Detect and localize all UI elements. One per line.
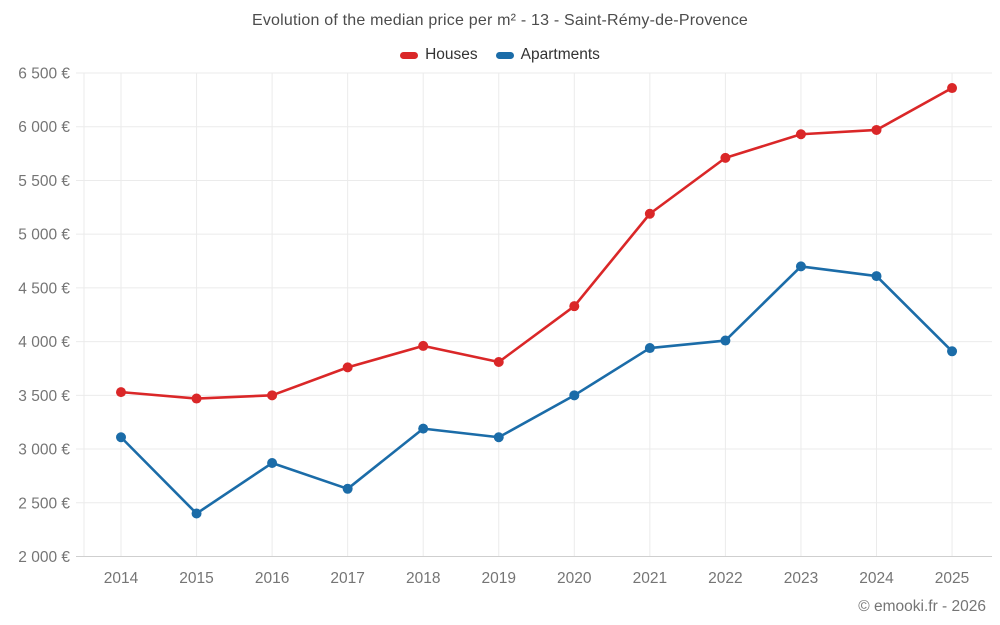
data-point-apartments-2020 — [569, 390, 580, 401]
data-point-apartments-2018 — [418, 423, 429, 434]
y-axis-tick-label: 3 500 € — [18, 388, 70, 405]
x-axis-tick-label: 2022 — [708, 570, 742, 587]
y-axis-tick-label: 4 500 € — [18, 280, 70, 297]
data-point-houses-2014 — [116, 387, 126, 398]
x-axis-tick-label: 2024 — [859, 570, 894, 587]
x-axis-tick-label: 2021 — [633, 570, 667, 587]
x-axis-tick-label: 2015 — [179, 570, 213, 587]
x-axis-tick-label: 2016 — [255, 570, 289, 587]
data-point-houses-2015 — [191, 393, 202, 404]
y-axis-tick-label: 2 500 € — [18, 495, 70, 512]
data-point-apartments-2022 — [720, 335, 731, 346]
series-line-apartments — [119, 265, 954, 515]
series-line-houses — [119, 86, 954, 400]
data-point-houses-2025 — [947, 83, 958, 94]
x-axis-tick-label: 2023 — [784, 570, 818, 587]
data-point-apartments-2021 — [644, 343, 655, 354]
data-point-houses-2017 — [342, 362, 353, 373]
y-axis-tick-label: 6 500 € — [18, 66, 70, 83]
y-axis-tick-label: 4 000 € — [18, 334, 70, 351]
x-axis-tick-label: 2018 — [406, 570, 440, 587]
data-point-houses-2019 — [493, 357, 504, 368]
data-point-houses-2023 — [795, 129, 806, 140]
legend-item-apartments[interactable]: Apartments — [495, 46, 600, 64]
legend-item-houses[interactable]: Houses — [400, 46, 478, 64]
x-axis-tick-label: 2020 — [557, 570, 592, 587]
x-axis-tick-label: 2014 — [104, 570, 139, 587]
x-axis-tick-label: 2025 — [935, 570, 969, 587]
x-axis-tick-label: 2017 — [330, 570, 364, 587]
data-point-apartments-2019 — [493, 432, 504, 443]
apartments-series-swatch-icon — [495, 51, 514, 59]
data-point-houses-2018 — [418, 340, 429, 351]
data-point-apartments-2014 — [116, 432, 126, 443]
watermark: © emooki.fr - 2026 — [858, 598, 986, 615]
data-point-houses-2024 — [871, 124, 882, 135]
data-point-houses-2022 — [720, 152, 731, 163]
legend-label-apartments: Apartments — [520, 46, 600, 63]
data-point-apartments-2017 — [342, 483, 353, 494]
data-point-apartments-2015 — [191, 508, 202, 519]
x-axis-tick-label: 2019 — [482, 570, 516, 587]
data-point-houses-2021 — [644, 208, 655, 219]
legend-label-houses: Houses — [425, 46, 478, 63]
y-axis-tick-label: 3 000 € — [18, 442, 70, 459]
legend: Houses Apartments — [0, 46, 1000, 64]
data-point-apartments-2016 — [267, 458, 278, 469]
data-point-houses-2016 — [267, 390, 278, 401]
y-axis-tick-label: 5 000 € — [18, 227, 70, 244]
y-axis-tick-label: 5 500 € — [18, 173, 70, 190]
data-point-apartments-2023 — [795, 261, 806, 272]
data-point-apartments-2025 — [947, 346, 958, 357]
data-point-houses-2020 — [569, 301, 580, 312]
data-point-apartments-2024 — [871, 271, 882, 282]
y-axis-tick-label: 2 000 € — [18, 549, 70, 566]
chart-title: Evolution of the median price per m² - 1… — [251, 12, 749, 29]
y-axis-tick-label: 6 000 € — [18, 119, 70, 136]
houses-series-swatch-icon — [400, 51, 419, 59]
